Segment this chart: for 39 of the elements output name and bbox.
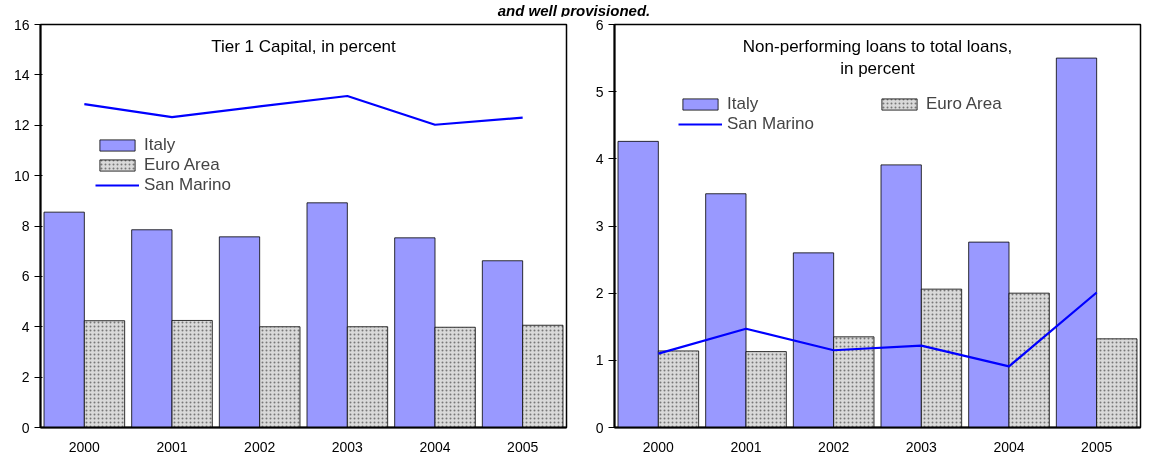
legend-label: Italy [144, 135, 176, 155]
y-tick-label: 12 [13, 117, 30, 134]
y-tick-label: 16 [13, 16, 30, 33]
x-tick-label: 2002 [818, 438, 850, 455]
y-tick-label: 6 [21, 268, 30, 285]
y-tick-label: 6 [595, 16, 604, 33]
text: and well provisioned. [497, 2, 651, 19]
legend-label: San Marino [727, 114, 815, 134]
text: Non-performing loans to total loans, in percent [742, 37, 1013, 78]
x-tick-label: 2003 [905, 438, 938, 455]
x-tick-label: 2000 [642, 438, 675, 455]
y-tick-label: 5 [595, 83, 604, 100]
x-tick-label: 2002 [244, 438, 276, 455]
x-tick-label: 2003 [331, 438, 364, 455]
y-tick-label: 4 [21, 318, 30, 335]
y-tick-label: 2 [21, 369, 30, 386]
line-series [83, 94, 524, 126]
line-series [657, 291, 1098, 368]
y-tick-label: 10 [13, 167, 30, 184]
y-tick-label: 0 [595, 419, 604, 436]
x-tick-label: 2000 [68, 438, 101, 455]
legend-label: Euro Area [144, 155, 220, 175]
y-tick-label: 0 [21, 419, 30, 436]
x-tick-label: 2004 [993, 438, 1025, 455]
x-tick-label: 2001 [156, 438, 188, 455]
y-tick-label: 1 [595, 352, 604, 369]
x-tick-label: 2005 [507, 438, 539, 455]
y-tick-label: 4 [595, 150, 604, 167]
legend-label: San Marino [144, 175, 231, 195]
y-tick-label: 3 [595, 218, 604, 234]
legend-label: Euro Area [926, 94, 1003, 114]
x-tick-label: 2005 [1081, 438, 1113, 455]
y-tick-label: 14 [13, 66, 30, 83]
y-tick-label: 8 [21, 218, 30, 234]
x-tick-label: 2001 [730, 438, 762, 455]
text: Tier 1 Capital, in percent [211, 37, 397, 56]
x-tick-label: 2004 [419, 438, 451, 455]
legend-label: Italy [727, 94, 760, 114]
y-tick-label: 2 [595, 285, 604, 302]
